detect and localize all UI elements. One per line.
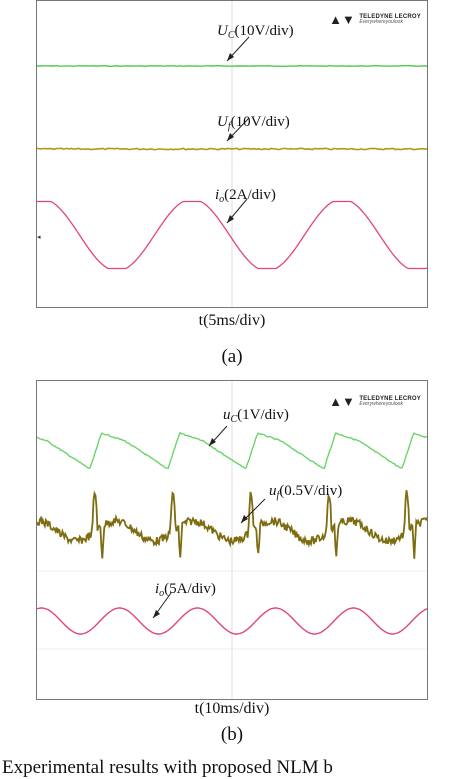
- logo-brand-text-b: TELEDYNE LECROY: [359, 396, 421, 403]
- teledyne-lecroy-logo-b: ▲▼ TELEDYNE LECROY Everywhereyoulook: [329, 393, 421, 411]
- logo-tagline-text: Everywhereyoulook: [359, 19, 403, 26]
- x-axis-label-a: t(5ms/div): [198, 312, 266, 329]
- scope-plot-a: [37, 1, 427, 307]
- label-uf-b: uf(0.5V/div): [269, 483, 343, 501]
- trace-uc-a: [37, 64, 427, 68]
- arrow-head-uf-a: [227, 133, 234, 141]
- arrow-head-uc-b: [209, 438, 216, 446]
- oscilloscope-panel-b: ▲▼ TELEDYNE LECROY Everywhereyoulook uC(…: [36, 380, 428, 700]
- oscilloscope-panel-a: ▲▼ TELEDYNE LECROY Everywhereyoulook ◂ U…: [36, 0, 428, 308]
- trace-uc-b: [37, 431, 427, 470]
- panel-label-a: (a): [221, 346, 243, 367]
- label-io-b: io(5A/div): [155, 581, 216, 599]
- arrow-head-io-b: [153, 610, 160, 618]
- label-uc-a: UC(10V/div): [217, 23, 294, 41]
- x-axis-label-b: t(10ms/div): [194, 700, 270, 717]
- arrow-head-io-a: [227, 215, 234, 223]
- trace-uf-b: [37, 490, 427, 559]
- trace-io-b: [37, 607, 427, 635]
- scope-plot-b: [37, 381, 427, 699]
- teledyne-lecroy-logo-a: ▲▼ TELEDYNE LECROY Everywhereyoulook: [329, 11, 421, 29]
- label-uc-b: uC(1V/div): [223, 407, 289, 425]
- label-uf-a: Uf(10V/div): [217, 114, 290, 132]
- lecroy-logo-icon-b: ▲▼: [329, 394, 355, 410]
- logo-brand-text: TELEDYNE LECROY: [359, 14, 421, 21]
- label-io-a: io(2A/div): [215, 187, 276, 205]
- panel-label-b: (b): [220, 724, 244, 745]
- trace-uf-a: [37, 147, 427, 151]
- trace-io-a: [37, 200, 427, 270]
- figure-caption: Experimental results with proposed NLM b: [2, 757, 333, 778]
- lecroy-logo-icon: ▲▼: [329, 12, 355, 28]
- arrow-head-uf-b: [241, 515, 248, 523]
- channel-marker-a: ◂: [37, 234, 41, 241]
- logo-tagline-text-b: Everywhereyoulook: [359, 401, 403, 408]
- arrow-head-uc-a: [227, 53, 234, 61]
